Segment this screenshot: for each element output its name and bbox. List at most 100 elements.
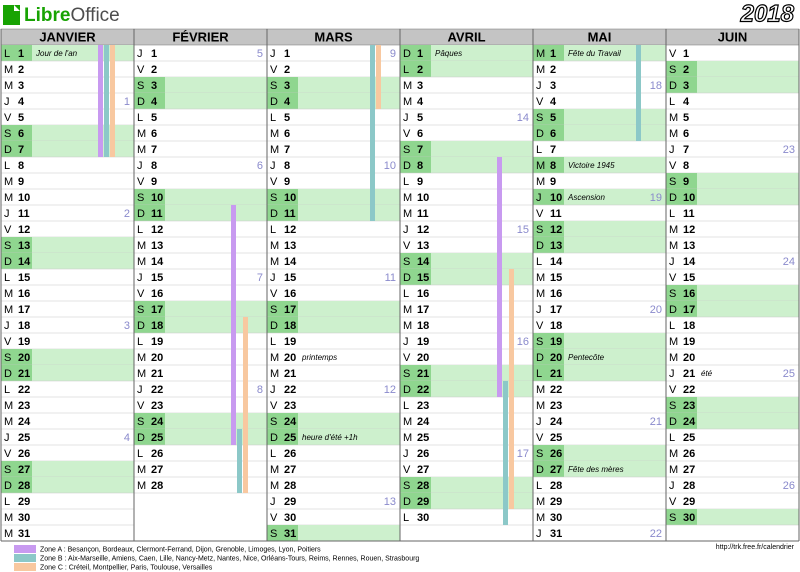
day-letter: L: [669, 208, 675, 220]
day-highlight: [1, 253, 134, 269]
day-letter: S: [4, 128, 11, 140]
legend-swatch: [14, 545, 36, 553]
day-number: 10: [550, 192, 562, 204]
day-note: Fête des mères: [568, 465, 624, 474]
day-letter: S: [137, 416, 144, 428]
week-number: 6: [257, 160, 263, 172]
day-number: 6: [417, 128, 423, 140]
day-letter: S: [137, 80, 144, 92]
day-letter: M: [270, 256, 279, 268]
day-letter: S: [536, 448, 543, 460]
day-letter: J: [669, 368, 675, 380]
month-name: MAI: [588, 29, 612, 44]
day-letter: S: [669, 64, 676, 76]
week-number: 11: [385, 272, 396, 284]
week-number: 23: [783, 144, 795, 156]
day-letter: J: [669, 480, 675, 492]
day-highlight-cell: [533, 445, 564, 461]
day-letter: S: [270, 80, 277, 92]
day-letter: V: [669, 384, 677, 396]
day-number: 31: [550, 528, 562, 540]
day-number: 10: [683, 192, 695, 204]
day-letter: M: [403, 304, 412, 316]
week-number: 19: [650, 192, 662, 204]
day-number: 6: [151, 128, 157, 140]
day-highlight-cell: [533, 461, 564, 477]
day-highlight-cell: [533, 349, 564, 365]
day-note: printemps: [301, 353, 337, 362]
day-highlight: [533, 125, 666, 141]
day-letter: S: [669, 400, 676, 412]
day-highlight: [400, 61, 533, 77]
day-letter: L: [270, 448, 276, 460]
year: 2018: [740, 0, 795, 27]
day-letter: V: [137, 400, 145, 412]
day-highlight: [533, 333, 666, 349]
day-letter: L: [4, 272, 10, 284]
day-number: 25: [151, 432, 163, 444]
day-number: 26: [550, 448, 562, 460]
day-highlight: [267, 317, 400, 333]
day-number: 1: [284, 48, 290, 60]
day-number: 26: [284, 448, 296, 460]
day-letter: L: [270, 224, 276, 236]
day-number: 11: [550, 208, 562, 220]
day-number: 13: [18, 240, 30, 252]
day-highlight-cell: [666, 413, 697, 429]
week-number: 20: [650, 304, 662, 316]
day-letter: M: [669, 448, 678, 460]
day-letter: D: [403, 272, 411, 284]
day-letter: S: [137, 192, 144, 204]
day-number: 12: [18, 224, 30, 236]
day-number: 1: [18, 48, 24, 60]
day-highlight-cell: [533, 125, 564, 141]
week-number: 1: [124, 96, 130, 108]
day-number: 27: [417, 464, 429, 476]
day-highlight-cell: [267, 413, 298, 429]
day-number: 8: [151, 160, 157, 172]
day-number: 26: [151, 448, 163, 460]
month-name: JUIN: [718, 29, 748, 44]
day-letter: M: [137, 352, 146, 364]
day-letter: L: [4, 160, 10, 172]
day-letter: J: [403, 448, 409, 460]
day-letter: M: [4, 192, 13, 204]
day-number: 5: [284, 112, 290, 124]
day-number: 10: [18, 192, 30, 204]
day-number: 28: [284, 480, 296, 492]
vacation-bar: [104, 45, 109, 157]
day-number: 28: [417, 480, 429, 492]
day-highlight-cell: [1, 125, 32, 141]
day-number: 30: [284, 512, 296, 524]
day-letter: L: [270, 336, 276, 348]
day-number: 15: [284, 272, 296, 284]
day-number: 13: [683, 240, 695, 252]
day-highlight-cell: [400, 253, 431, 269]
day-number: 13: [417, 240, 429, 252]
day-letter: M: [403, 192, 412, 204]
day-highlight: [267, 301, 400, 317]
day-highlight-cell: [533, 365, 564, 381]
day-highlight: [400, 477, 533, 493]
day-letter: M: [270, 352, 279, 364]
day-number: 9: [284, 176, 290, 188]
day-number: 5: [151, 112, 157, 124]
day-highlight: [666, 301, 799, 317]
day-letter: J: [137, 48, 143, 60]
legend-text: Zone B : Aix-Marseille, Amiens, Caen, Li…: [40, 555, 419, 562]
day-letter: J: [669, 144, 675, 156]
day-number: 24: [683, 416, 696, 428]
legend-swatch: [14, 554, 36, 562]
day-letter: J: [137, 160, 143, 172]
day-number: 3: [417, 80, 423, 92]
day-letter: S: [4, 464, 11, 476]
day-letter: M: [270, 128, 279, 140]
day-letter: M: [403, 432, 412, 444]
day-letter: M: [403, 80, 412, 92]
day-number: 4: [284, 96, 291, 108]
day-letter: L: [4, 48, 10, 60]
day-letter: J: [4, 432, 10, 444]
day-letter: M: [536, 48, 545, 60]
day-highlight-cell: [400, 477, 431, 493]
day-number: 4: [151, 96, 158, 108]
